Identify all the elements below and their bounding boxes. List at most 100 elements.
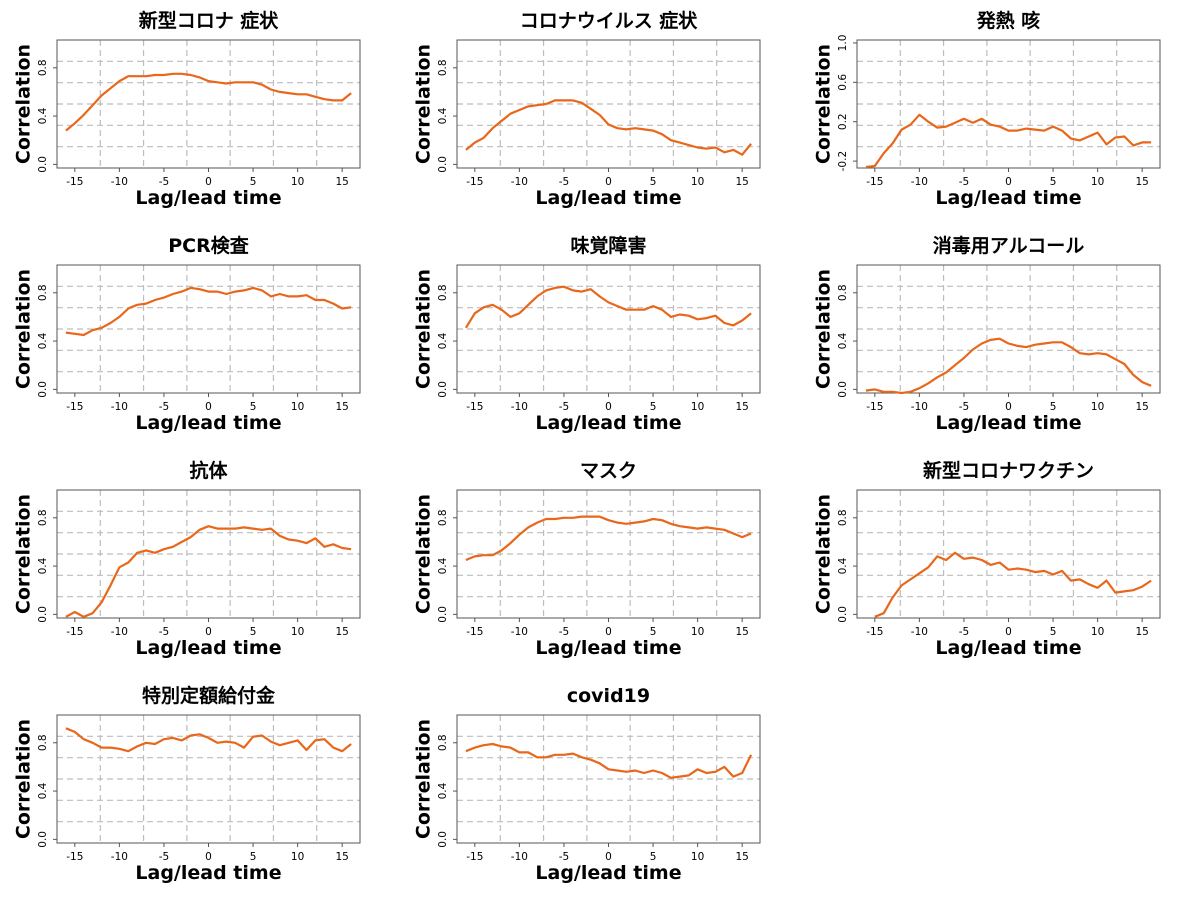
x-tick-label: 10 xyxy=(1091,176,1104,188)
x-axis-label: Lag/lead time xyxy=(935,187,1081,209)
x-tick-label: -10 xyxy=(911,626,928,638)
x-axis-label: Lag/lead time xyxy=(535,412,681,434)
y-axis-label: Correlation xyxy=(813,269,835,389)
x-tick-label: -15 xyxy=(466,176,483,188)
x-tick-label: -15 xyxy=(466,851,483,863)
x-axis-label: Lag/lead time xyxy=(935,637,1081,659)
y-axis-label: Correlation xyxy=(413,494,435,614)
chart-panel: -15 -10 -5 0 5 10 15 0.0 0.4 0.8 抗体 Lag/lead time Co… xyxy=(13,459,361,659)
chart-panel: -15 -10 -5 0 5 10 150.00.40.8マスクLag/lead timeC… xyxy=(413,460,761,659)
y-tick-label: 0.8 xyxy=(437,509,449,526)
x-tick-label: -10 xyxy=(111,176,128,188)
y-tick-label: 1.0 xyxy=(837,35,849,52)
y-axis-label: Correlation xyxy=(413,44,435,164)
x-axis-label: Lag/lead time xyxy=(135,187,281,209)
panel-title: マスク xyxy=(580,460,637,482)
y-axis-label: Correlation xyxy=(13,44,35,164)
y-tick-label: 0.0 xyxy=(37,381,49,398)
y-tick-label: 0.8 xyxy=(837,509,849,526)
chart-panel: -15 -10 -5 0 5 10 15 -0.2 0.2 0.6 1.0 発熱 咳 Lag/lead … xyxy=(813,9,1161,209)
series-line xyxy=(875,553,1151,617)
panel-title: 味覚障害 xyxy=(570,234,646,257)
series-line xyxy=(466,744,751,778)
y-tick-label: 0.0 xyxy=(37,831,49,848)
y-tick-label: 0.8 xyxy=(37,509,49,526)
x-tick-label: -15 xyxy=(66,851,83,863)
series-line xyxy=(66,728,351,751)
x-axis-label: Lag/lead time xyxy=(135,637,281,659)
chart-panel: -15 -10 -5 0 5 10 150.00.40.8covid19Lag/lead t… xyxy=(413,685,761,884)
y-tick-label: 0.8 xyxy=(37,284,49,301)
panel-title: 新型コロナ 症状 xyxy=(139,9,280,32)
y-tick-label: 0.4 xyxy=(37,782,49,799)
x-tick-label: -10 xyxy=(111,401,128,413)
x-tick-label: 10 xyxy=(1091,626,1104,638)
x-tick-label: 10 xyxy=(291,176,304,188)
y-axis-label: Correlation xyxy=(413,269,435,389)
series-line xyxy=(66,526,351,617)
y-tick-label: 0.6 xyxy=(837,74,849,91)
x-tick-label: -10 xyxy=(511,176,528,188)
x-tick-label: -15 xyxy=(466,626,483,638)
x-axis-label: Lag/lead time xyxy=(135,412,281,434)
y-tick-label: 0.0 xyxy=(437,381,449,398)
y-axis-label: Correlation xyxy=(413,719,435,839)
x-tick-label: -10 xyxy=(911,401,928,413)
y-tick-label: 0.4 xyxy=(437,782,449,799)
x-tick-label: 10 xyxy=(291,401,304,413)
y-tick-label: 0.0 xyxy=(837,606,849,623)
x-axis-label: Lag/lead time xyxy=(935,412,1081,434)
x-tick-label: -15 xyxy=(866,626,883,638)
y-axis-label: Correlation xyxy=(13,719,35,839)
series-line xyxy=(66,288,351,335)
chart-panel: -15 -10 -5 0 5 10 15 0.0 0.4 0.8 特別定額給付金 Lag/lead t… xyxy=(13,684,361,884)
x-tick-label: 10 xyxy=(691,851,704,863)
x-tick-label: -10 xyxy=(511,401,528,413)
x-tick-label: 15 xyxy=(1135,401,1148,413)
panel-title: 新型コロナワクチン xyxy=(923,459,1094,482)
y-axis-label: Correlation xyxy=(813,44,835,164)
y-tick-label: 0.4 xyxy=(37,107,49,124)
x-tick-label: -15 xyxy=(66,176,83,188)
y-tick-label: -0.2 xyxy=(837,151,849,172)
y-tick-label: 0.8 xyxy=(37,734,49,751)
chart-panel: -15 -10 -5 0 5 10 15 0.0 0.4 0.8 PCR検査 Lag/lead tim… xyxy=(13,234,361,434)
y-tick-label: 0.8 xyxy=(437,284,449,301)
x-axis-label: Lag/lead time xyxy=(135,862,281,884)
y-tick-label: 0.4 xyxy=(437,107,449,124)
y-axis-label: Correlation xyxy=(13,494,35,614)
panel-title: コロナウイルス 症状 xyxy=(520,9,699,32)
y-tick-label: 0.8 xyxy=(437,59,449,76)
series-line xyxy=(866,115,1151,167)
x-tick-label: 10 xyxy=(691,401,704,413)
chart-panel: -15 -10 -5 0 5 10 150.00.40.8消毒用アルコールLag/lead … xyxy=(813,234,1161,434)
x-tick-label: -15 xyxy=(466,401,483,413)
chart-panel: -15 -10 -5 0 5 10 150.00.40.8味覚障害Lag/lead time… xyxy=(413,234,761,434)
x-tick-label: 10 xyxy=(1091,401,1104,413)
x-tick-label: 15 xyxy=(735,401,748,413)
y-tick-label: 0.4 xyxy=(37,332,49,349)
y-tick-label: 0.2 xyxy=(837,113,849,130)
y-tick-label: 0.4 xyxy=(837,332,849,349)
panel-title: 抗体 xyxy=(189,459,228,482)
chart-panel: -15 -10 -5 0 5 10 15 0.0 0.4 0.8 コロナウイルス 症状 Lag/lea… xyxy=(413,9,761,209)
x-tick-label: -10 xyxy=(111,851,128,863)
x-tick-label: 15 xyxy=(735,626,748,638)
y-tick-label: 0.4 xyxy=(437,332,449,349)
x-tick-label: 15 xyxy=(335,401,348,413)
y-tick-label: 0.0 xyxy=(37,606,49,623)
chart-panel: -15 -10 -5 0 5 10 15 0.0 0.4 0.8 新型コロナ 症状 Lag/lead … xyxy=(13,9,361,209)
series-line xyxy=(866,339,1151,393)
x-axis-label: Lag/lead time xyxy=(535,862,681,884)
y-tick-label: 0.0 xyxy=(437,831,449,848)
x-tick-label: -15 xyxy=(66,401,83,413)
y-tick-label: 0.4 xyxy=(37,557,49,574)
y-axis-label: Correlation xyxy=(813,494,835,614)
y-tick-label: 0.8 xyxy=(437,734,449,751)
x-tick-label: -10 xyxy=(511,626,528,638)
x-tick-label: 10 xyxy=(291,851,304,863)
y-tick-label: 0.0 xyxy=(437,156,449,173)
x-tick-label: 15 xyxy=(735,176,748,188)
x-axis-label: Lag/lead time xyxy=(535,637,681,659)
y-tick-label: 0.8 xyxy=(837,284,849,301)
